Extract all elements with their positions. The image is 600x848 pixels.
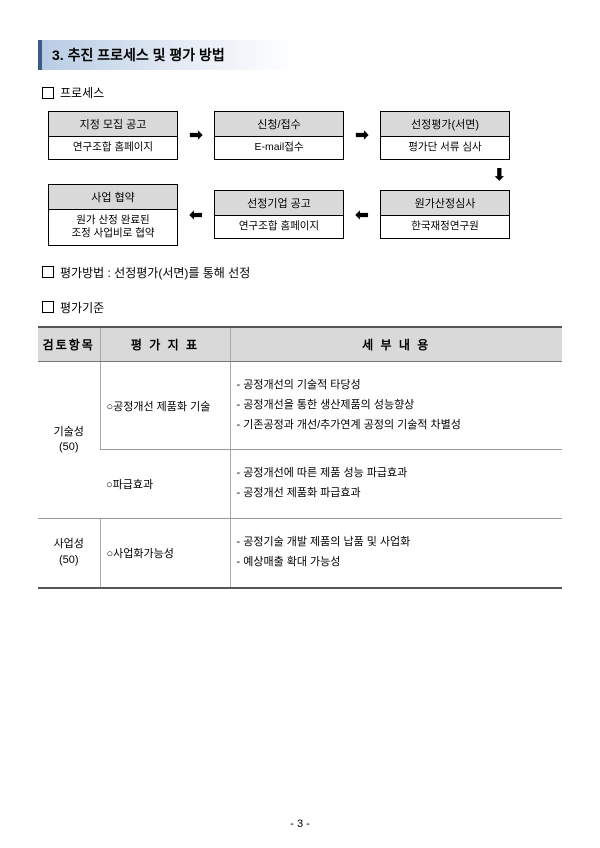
method-label: 평가방법 : 선정평가(서면)를 통해 선정: [60, 264, 250, 281]
checkbox-icon: [42, 266, 54, 278]
arrow-down-icon: ⬇: [493, 165, 506, 185]
category-name: 사업성: [54, 538, 84, 550]
flowchart: 지정 모집 공고 연구조합 홈페이지 ➡ 신청/접수 E-mail접수 ➡ 선정…: [48, 111, 562, 246]
flow-head: 신청/접수: [215, 112, 343, 137]
checkbox-icon: [42, 87, 54, 99]
detail-cell: - 공정개선의 기술적 타당성 - 공정개선을 통한 생산제품의 성능향상 - …: [230, 361, 562, 449]
method-heading: 평가방법 : 선정평가(서면)를 통해 선정: [42, 264, 562, 281]
flow-body: 연구조합 홈페이지: [215, 216, 343, 238]
detail-line: - 예상매출 확대 가능성: [237, 553, 557, 573]
flow-node: 원가산정심사 한국재정연구원: [380, 190, 510, 239]
indicator-cell: ○사업화가능성: [100, 518, 230, 587]
flow-head: 선정평가(서면): [381, 112, 509, 137]
process-heading: 프로세스: [42, 84, 562, 101]
flow-node: 선정기업 공고 연구조합 홈페이지: [214, 190, 344, 239]
th-indicator: 평 가 지 표: [100, 327, 230, 362]
flow-head: 사업 협약: [49, 185, 177, 210]
detail-cell: - 공정기술 개발 제품의 납품 및 사업화 - 예상매출 확대 가능성: [230, 518, 562, 587]
flow-node: 지정 모집 공고 연구조합 홈페이지: [48, 111, 178, 160]
flow-row-2: 사업 협약 원가 산정 완료된 조정 사업비로 협약 ⬅ 선정기업 공고 연구조…: [48, 184, 562, 246]
table-row: ○파급효과 - 공정개선에 따른 제품 성능 파급효과 - 공정개선 제품화 파…: [38, 450, 562, 519]
detail-line: - 공정개선의 기술적 타당성: [237, 376, 557, 396]
flow-node: 사업 협약 원가 산정 완료된 조정 사업비로 협약: [48, 184, 178, 246]
indicator-cell: ○파급효과: [100, 450, 230, 519]
evaluation-table: 검토항목 평 가 지 표 세 부 내 용 기술성 (50) ○공정개선 제품화 …: [38, 326, 562, 589]
flow-row-1: 지정 모집 공고 연구조합 홈페이지 ➡ 신청/접수 E-mail접수 ➡ 선정…: [48, 111, 562, 160]
category-cell: 기술성 (50): [38, 361, 100, 518]
flow-body: 평가단 서류 심사: [381, 137, 509, 159]
arrow-right-icon: ➡: [186, 125, 206, 145]
category-name: 기술성: [54, 426, 84, 438]
flow-node: 신청/접수 E-mail접수: [214, 111, 344, 160]
flow-body: 원가 산정 완료된 조정 사업비로 협약: [49, 210, 177, 245]
arrow-left-icon: ⬅: [186, 205, 206, 225]
flow-body: 연구조합 홈페이지: [49, 137, 177, 159]
table-header-row: 검토항목 평 가 지 표 세 부 내 용: [38, 327, 562, 362]
criteria-label: 평가기준: [60, 299, 104, 316]
section-title: 3. 추진 프로세스 및 평가 방법: [38, 40, 298, 70]
indicator-cell: ○공정개선 제품화 기술: [100, 361, 230, 449]
detail-line: - 공정기술 개발 제품의 납품 및 사업화: [237, 533, 557, 553]
th-category: 검토항목: [38, 327, 100, 362]
detail-line: - 공정개선을 통한 생산제품의 성능향상: [237, 396, 557, 416]
arrow-right-icon: ➡: [352, 125, 372, 145]
flow-head: 원가산정심사: [381, 191, 509, 216]
flow-node: 선정평가(서면) 평가단 서류 심사: [380, 111, 510, 160]
page-number: - 3 -: [0, 818, 600, 830]
detail-line: - 공정개선 제품화 파급효과: [237, 484, 557, 504]
table-row: 사업성 (50) ○사업화가능성 - 공정기술 개발 제품의 납품 및 사업화 …: [38, 518, 562, 587]
table-row: 기술성 (50) ○공정개선 제품화 기술 - 공정개선의 기술적 타당성 - …: [38, 361, 562, 449]
th-detail: 세 부 내 용: [230, 327, 562, 362]
category-weight: (50): [59, 554, 79, 566]
category-weight: (50): [59, 441, 79, 453]
flow-down-connector: ⬇: [48, 166, 562, 184]
flow-body: E-mail접수: [215, 137, 343, 159]
detail-cell: - 공정개선에 따른 제품 성능 파급효과 - 공정개선 제품화 파급효과: [230, 450, 562, 519]
category-cell: 사업성 (50): [38, 518, 100, 587]
criteria-heading: 평가기준: [42, 299, 562, 316]
detail-line: - 공정개선에 따른 제품 성능 파급효과: [237, 464, 557, 484]
detail-line: - 기존공정과 개선/추가연계 공정의 기술적 차별성: [237, 416, 557, 436]
arrow-left-icon: ⬅: [352, 205, 372, 225]
process-label: 프로세스: [60, 84, 104, 101]
flow-head: 선정기업 공고: [215, 191, 343, 216]
flow-head: 지정 모집 공고: [49, 112, 177, 137]
flow-body: 한국재정연구원: [381, 216, 509, 238]
checkbox-icon: [42, 301, 54, 313]
